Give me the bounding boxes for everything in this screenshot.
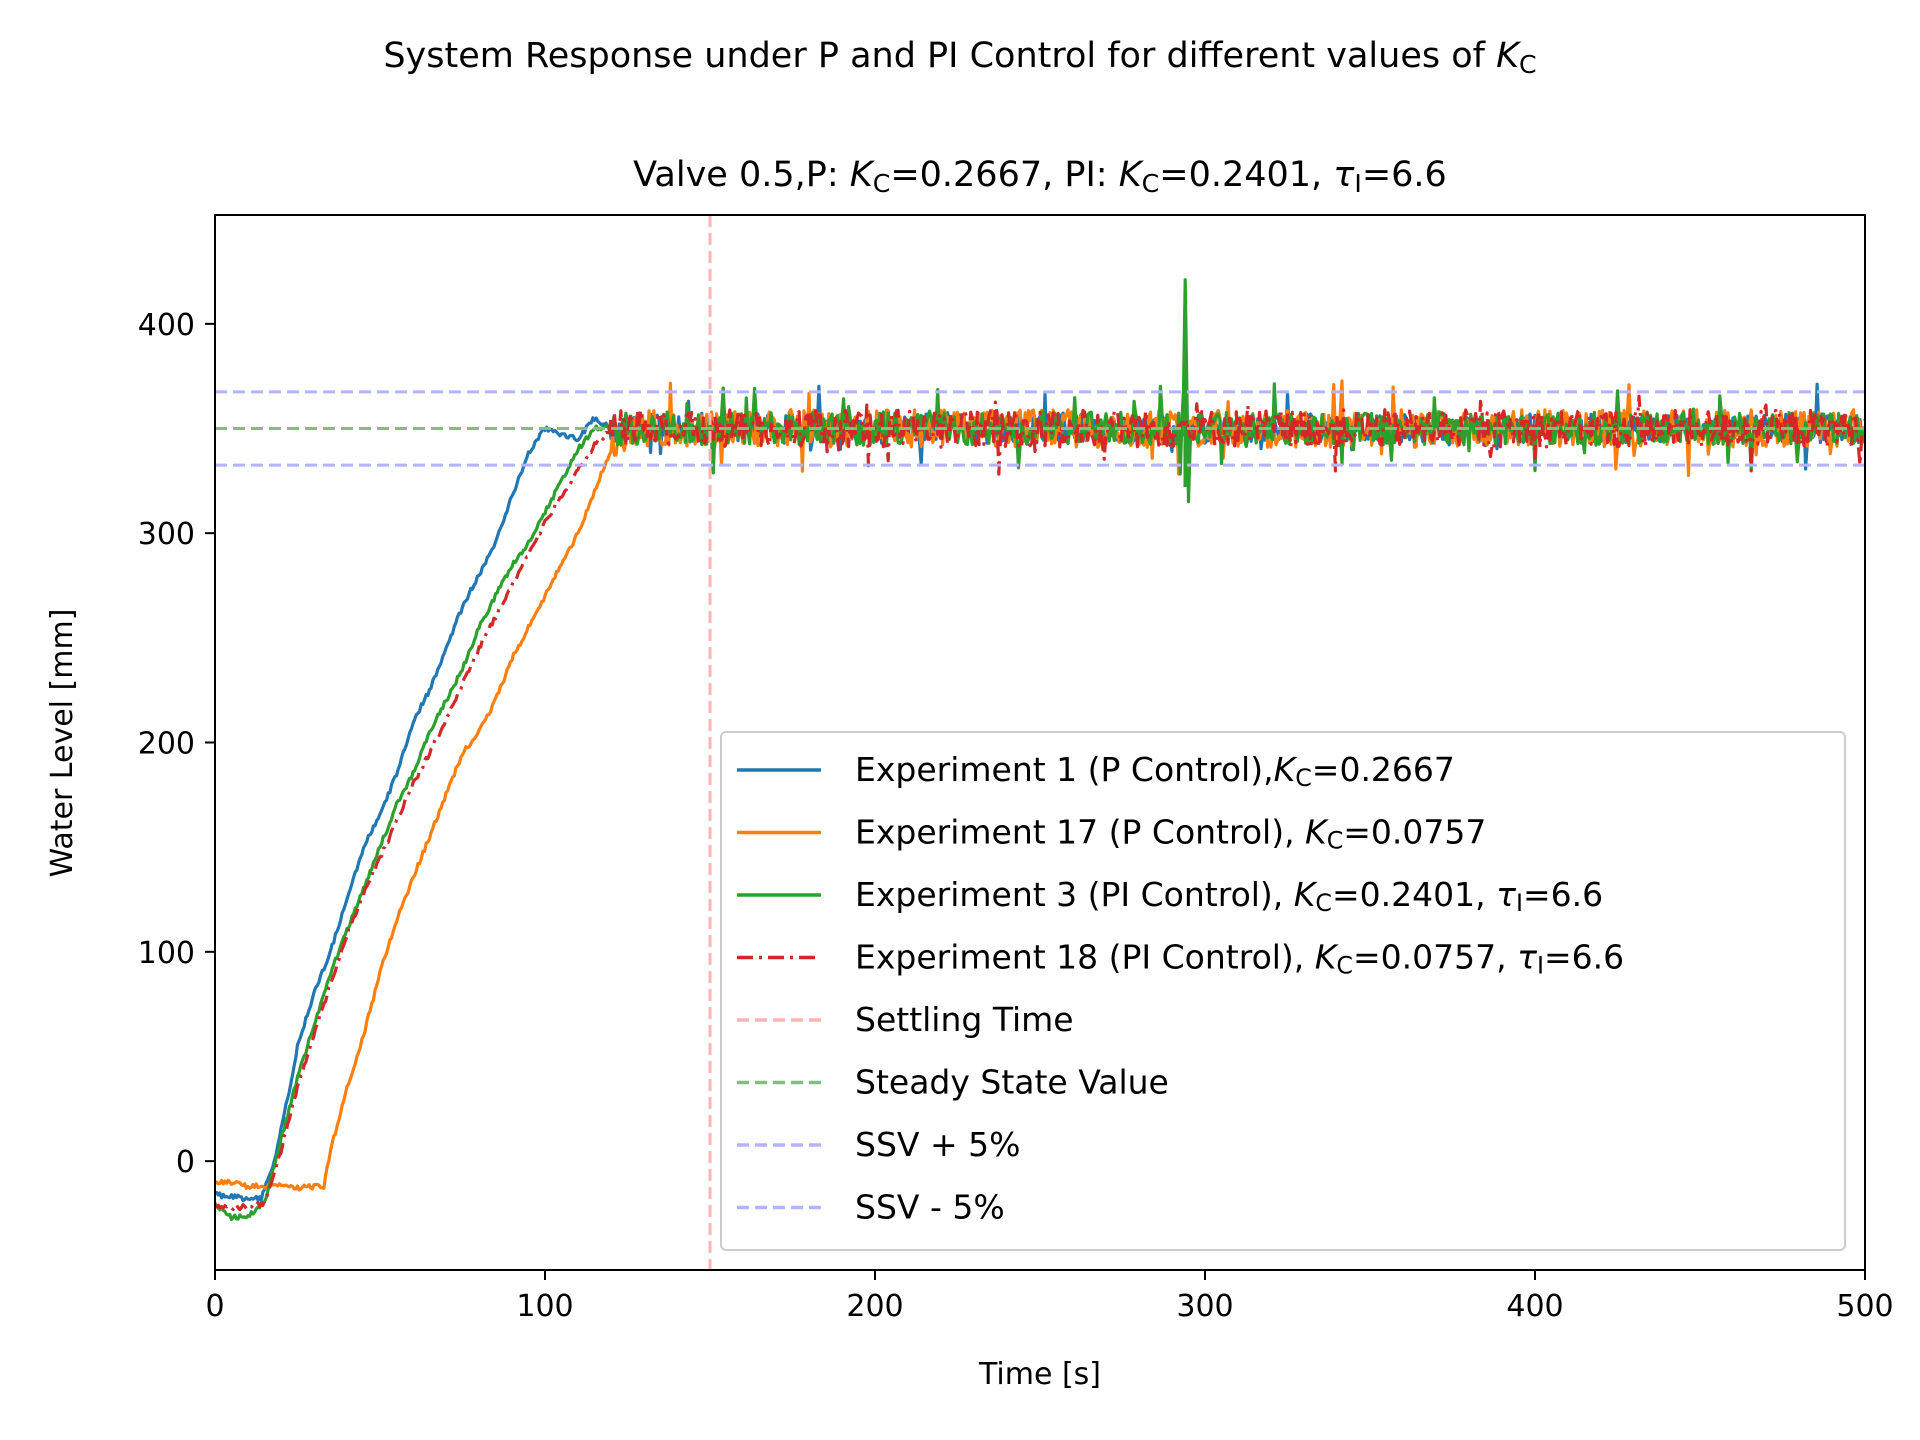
chart-suptitle: System Response under P and PI Control f…	[383, 36, 1536, 79]
legend: Experiment 1 (P Control),KC=0.2667 Experi…	[720, 731, 1846, 1251]
x-tick-label: 200	[846, 1289, 903, 1324]
y-tick-label: 200	[138, 727, 195, 762]
legend-label-2: Experiment 17 (P Control), KC=0.0757	[855, 813, 1486, 855]
x-tick-label: 0	[205, 1289, 224, 1324]
y-tick-label: 400	[138, 308, 195, 343]
axis-ticks: 0 100 200 300 400 500 0 100 200 300 400	[138, 308, 1894, 1324]
x-tick-label: 400	[1506, 1289, 1563, 1324]
legend-label-8: SSV - 5%	[855, 1188, 1005, 1227]
y-axis-label: Water Level [mm]	[45, 609, 80, 878]
legend-label-1: Experiment 1 (P Control),KC=0.2667	[855, 750, 1455, 792]
legend-box	[720, 731, 1846, 1251]
plot-area	[215, 215, 1865, 1270]
legend-label-5: Settling Time	[855, 1000, 1074, 1039]
y-tick-label: 100	[138, 936, 195, 971]
y-tick-label: 300	[138, 517, 195, 552]
legend-label-7: SSV + 5%	[855, 1125, 1020, 1164]
x-tick-label: 300	[1176, 1289, 1233, 1324]
x-axis-label: Time [s]	[978, 1357, 1101, 1392]
x-tick-label: 500	[1836, 1289, 1893, 1324]
x-tick-label: 100	[516, 1289, 573, 1324]
legend-label-3: Experiment 3 (PI Control), KC=0.2401, τI…	[855, 875, 1603, 917]
series-line-4	[215, 394, 1865, 1212]
axes-frame	[214, 214, 1866, 1271]
chart-title: Valve 0.5,P: KC=0.2667, PI: KC=0.2401, τ…	[633, 155, 1447, 198]
y-tick-label: 0	[176, 1145, 195, 1180]
legend-label-6: Steady State Value	[855, 1063, 1169, 1102]
legend-label-4: Experiment 18 (PI Control), KC=0.0757, τ…	[855, 938, 1624, 980]
